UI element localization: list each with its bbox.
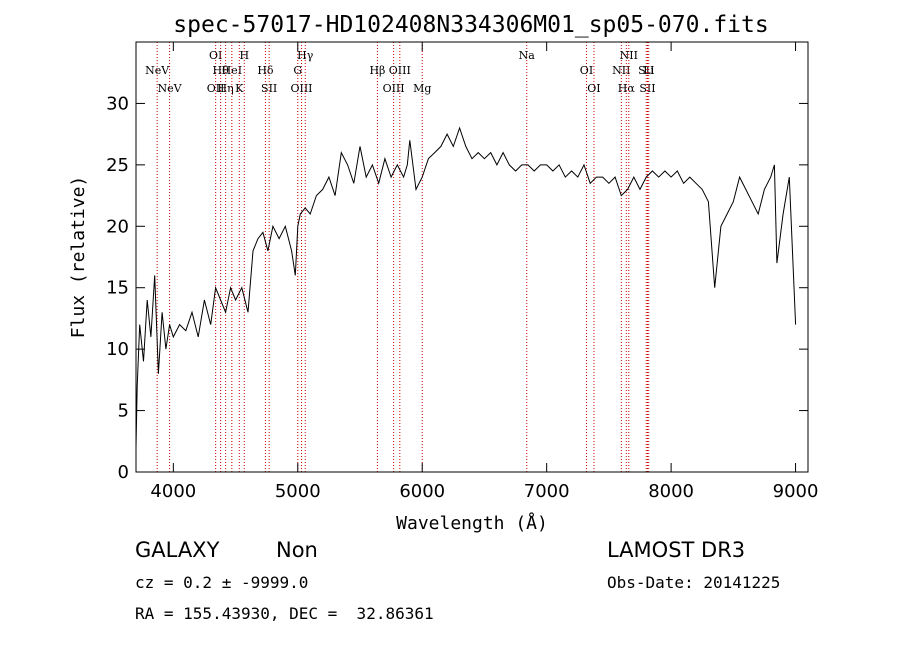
object-class: GALAXY: [135, 538, 220, 562]
spectrum-series: [135, 126, 797, 448]
line-marker-label: G: [293, 64, 302, 77]
line-marker-label: NeV: [158, 82, 183, 95]
line-marker-label: OI: [587, 82, 600, 95]
line-marker-label: NII: [612, 64, 630, 77]
line-marker-label: Hθ: [213, 64, 230, 77]
x-tick-label: 8000: [648, 481, 694, 502]
line-marker-label: SII: [639, 82, 655, 95]
line-marker-label: OI: [209, 49, 222, 62]
line-marker-label: Na: [519, 49, 536, 62]
x-axis-label: Wavelength (Å): [396, 512, 548, 534]
y-tick-label: 0: [118, 462, 129, 483]
line-marker-label: OIII: [383, 82, 405, 95]
line-marker-label: SII: [638, 64, 654, 77]
x-tick-label: 5000: [275, 481, 321, 502]
line-marker-label: Hη: [218, 82, 234, 95]
redshift-cz: cz = 0.2 ± -9999.0: [135, 573, 309, 592]
y-tick-label: 25: [106, 155, 129, 176]
y-tick-label: 30: [106, 93, 129, 114]
line-marker-label: Li: [643, 64, 654, 77]
line-marker-label: NII: [620, 49, 638, 62]
coordinates: RA = 155.43930, DEC = 32.86361: [135, 604, 434, 623]
line-marker-label: Hδ: [257, 64, 274, 77]
line-marker-label: OIII: [290, 82, 312, 95]
x-tick-label: 4000: [150, 481, 196, 502]
line-marker-label: OII: [207, 82, 225, 95]
line-marker-label: SII: [261, 82, 277, 95]
chart-title: spec-57017-HD102408N334306M01_sp05-070.f…: [173, 12, 768, 38]
y-tick-label: 20: [106, 216, 129, 237]
line-marker-label: Hγ: [297, 49, 314, 62]
line-marker-label: OI: [580, 64, 593, 77]
y-tick-label: 5: [118, 401, 129, 422]
line-marker-label: Hα: [618, 82, 636, 95]
object-subclass: Non: [276, 538, 318, 562]
x-tick-label: 6000: [399, 481, 445, 502]
y-tick-label: 15: [106, 278, 129, 299]
spectrum-line: [135, 126, 797, 448]
x-tick-label: 7000: [524, 481, 570, 502]
plot-frame: [135, 41, 809, 473]
axis-ticks: 4000 5000 6000 7000 8000 9000 0 5 10 15 20 25 30: [106, 42, 818, 502]
obs-date: Obs-Date: 20141225: [607, 573, 781, 592]
survey-name: LAMOST DR3: [607, 538, 746, 562]
line-marker-label: Mg: [413, 82, 431, 95]
line-marker-label: K: [235, 82, 244, 95]
y-axis-label: Flux (relative): [68, 176, 89, 339]
line-marker-label: HeI: [222, 64, 242, 77]
line-markers: NeV NeV OI OII Hθ Hη HeI K H Hδ SII G OIII Hγ Hβ OIII OI…: [145, 42, 656, 472]
line-marker-label: OIII: [389, 64, 411, 77]
line-marker-label: H: [239, 49, 249, 62]
line-marker-label: Hβ: [369, 64, 385, 77]
line-marker-label: NeV: [145, 64, 170, 77]
y-tick-label: 10: [106, 339, 129, 360]
x-tick-label: 9000: [773, 481, 819, 502]
